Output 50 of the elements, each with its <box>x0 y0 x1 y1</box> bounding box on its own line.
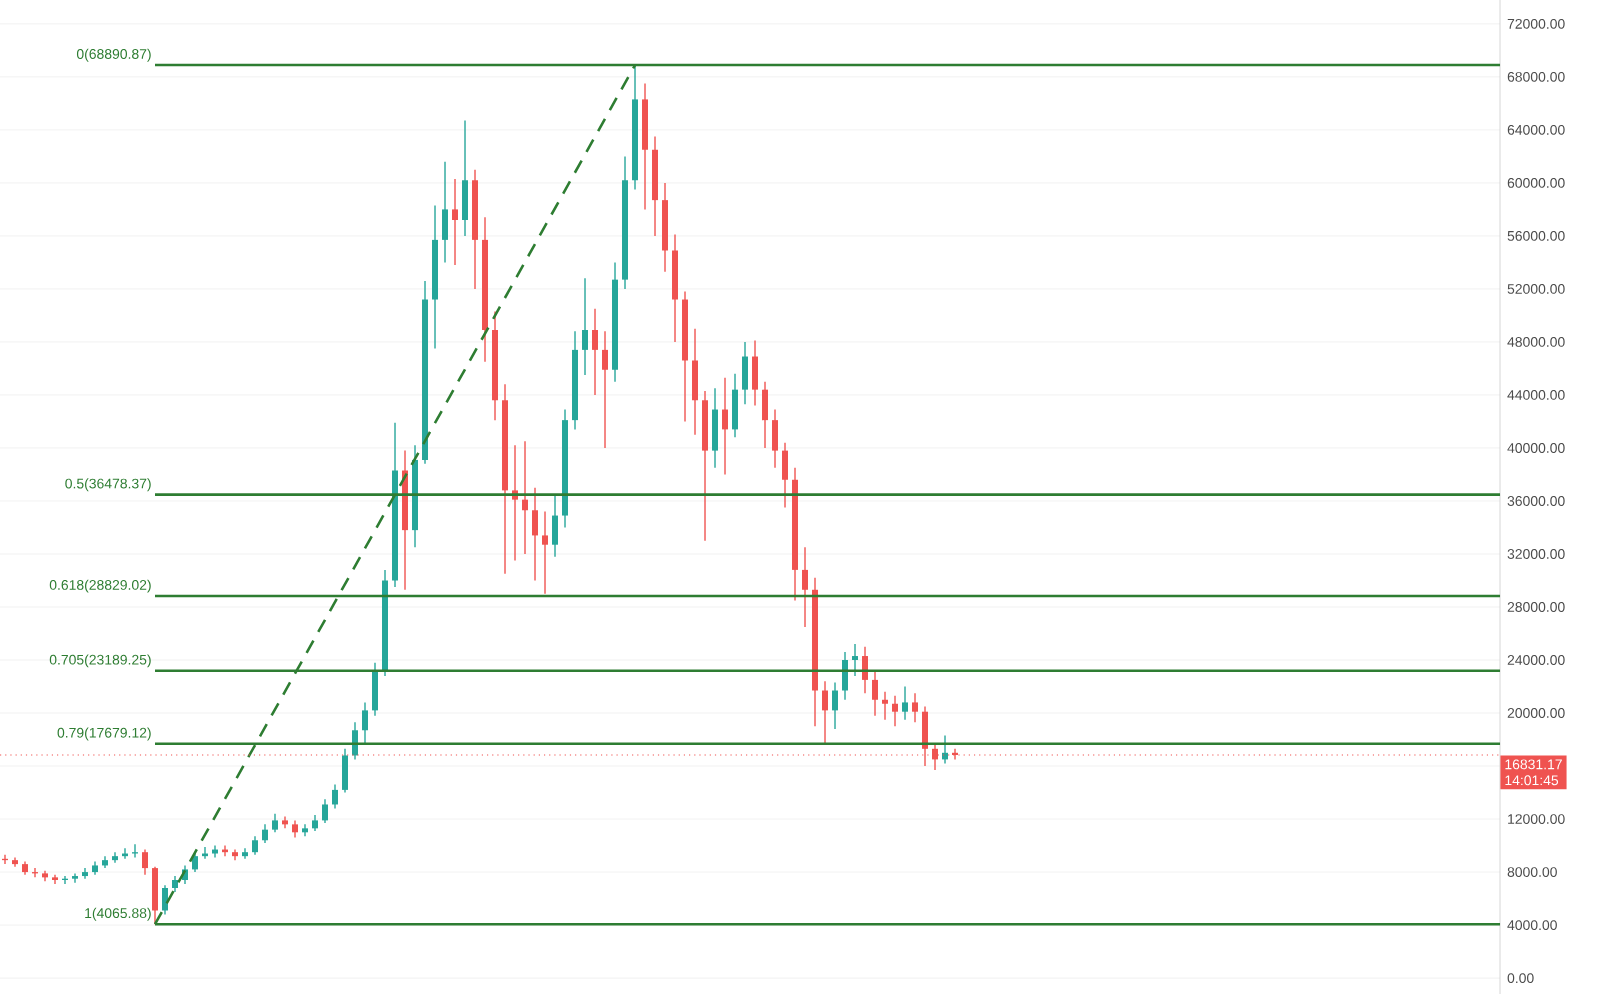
candlestick <box>242 847 248 860</box>
candlestick <box>912 692 919 723</box>
candlestick <box>832 681 839 730</box>
candlestick <box>192 851 198 873</box>
candlestick <box>302 823 308 837</box>
candlestick <box>762 381 769 449</box>
candlestick <box>282 815 288 830</box>
candlestick <box>152 866 158 925</box>
candlestick <box>462 119 469 237</box>
candlestick <box>112 851 118 864</box>
candlestick <box>712 387 719 469</box>
candlestick <box>882 691 889 721</box>
candlestick <box>532 487 539 582</box>
candlestick <box>52 874 58 885</box>
candlestick <box>732 373 739 439</box>
candlestick <box>852 643 859 677</box>
candlestick <box>842 651 849 701</box>
candlestick <box>892 695 899 727</box>
candlestick <box>452 178 459 266</box>
candlestick <box>772 408 779 469</box>
candlestick <box>552 493 559 558</box>
candlestick <box>272 813 278 834</box>
candlestick <box>722 377 729 476</box>
candlestick <box>602 330 609 449</box>
candlestick <box>802 546 809 628</box>
candlestick <box>342 748 348 794</box>
candlestick <box>372 661 379 717</box>
candlestick <box>252 835 258 856</box>
candlestick <box>872 671 879 717</box>
candlestick <box>522 440 529 555</box>
candlestick <box>592 308 599 396</box>
candlestick <box>132 843 138 859</box>
candlestick <box>782 441 789 509</box>
candlestick <box>332 783 338 810</box>
candlestick <box>82 867 88 880</box>
candlestick <box>582 277 589 376</box>
candlestick <box>902 685 909 721</box>
candlestick <box>742 341 749 405</box>
candlestick <box>822 680 829 746</box>
candlestick <box>362 701 368 745</box>
candlestick <box>142 848 148 876</box>
candlestick <box>162 884 168 916</box>
candlestick <box>262 823 268 844</box>
candlestick <box>72 872 78 884</box>
candlestick <box>752 339 759 407</box>
candlestick <box>692 327 699 436</box>
candlestick <box>442 160 449 264</box>
candlestick <box>12 856 18 868</box>
candlestick <box>542 510 549 595</box>
candlestick <box>322 798 328 824</box>
